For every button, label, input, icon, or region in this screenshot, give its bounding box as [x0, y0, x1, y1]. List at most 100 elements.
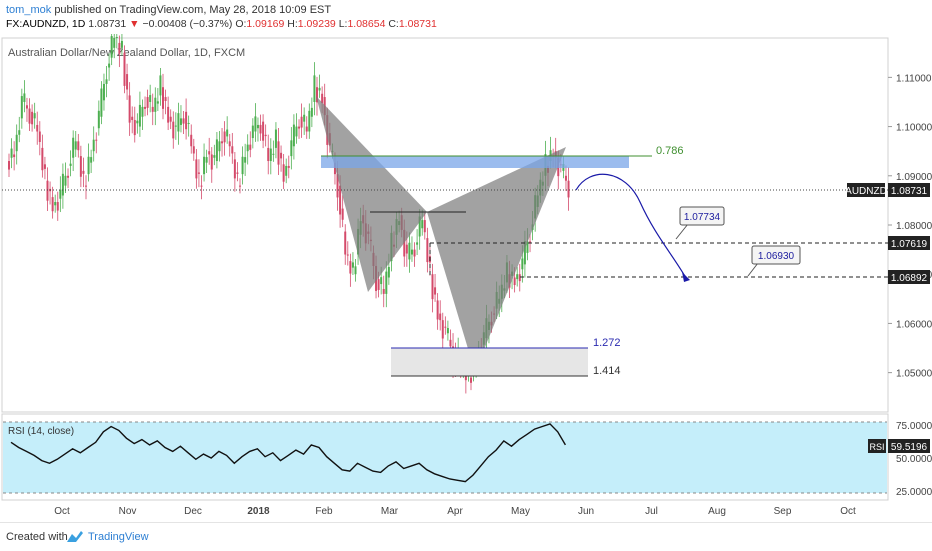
candle-body — [87, 156, 90, 175]
rsi-line — [10, 423, 567, 483]
publish-line: tom_mok published on TradingView.com, Ma… — [6, 4, 331, 16]
published-text: published on TradingView.com, May 28, 20… — [54, 4, 332, 16]
candle-body — [416, 242, 419, 245]
level-tag-2 — [888, 270, 930, 284]
candle-body — [521, 258, 524, 270]
callout-1-pointer — [675, 223, 689, 240]
candle-body — [339, 185, 342, 215]
rsi-tick-label: 75.0000 — [896, 421, 932, 432]
last-price-tag-text: 1.08731 — [891, 186, 928, 197]
created-with-text: Created with — [6, 531, 68, 543]
candle-body — [54, 202, 57, 206]
candle-body — [23, 93, 26, 102]
candle-body — [18, 130, 21, 135]
forecast-arrow-icon — [682, 272, 690, 282]
down-arrow-icon: ▼ — [129, 18, 140, 30]
candle-body — [305, 126, 308, 132]
candle-body — [131, 116, 134, 121]
ohlc-line: FX:AUDNZD, 1D 1.08731 ▼ −0.00408 (−0.37%… — [6, 18, 437, 30]
time-tick-label: Oct — [54, 506, 70, 517]
candle-body — [185, 111, 188, 130]
time-tick-label: Dec — [184, 506, 202, 517]
price-tick-label: 1.10000 — [896, 123, 932, 134]
candle-body — [351, 262, 354, 268]
candle-body — [118, 42, 121, 54]
close-label: C: — [388, 18, 399, 30]
candle-body — [28, 108, 31, 124]
level-tag-1-text: 1.07619 — [891, 239, 928, 250]
candle-body — [167, 106, 170, 123]
candle-body — [290, 140, 293, 157]
price-tick-label: 1.08000 — [896, 221, 932, 232]
candle-body — [187, 122, 190, 124]
candle-body — [38, 131, 41, 142]
candle-body — [564, 175, 567, 181]
time-tick-label: Mar — [381, 506, 399, 517]
candle-body — [172, 121, 175, 139]
close-value: 1.08731 — [398, 18, 437, 30]
candle-body — [251, 125, 254, 139]
candle-body — [405, 244, 408, 254]
time-axis: Oct Nov Dec 2018 Feb Mar Apr May Jun Jul Aug Sep Oct — [54, 506, 856, 517]
candle-body — [97, 110, 100, 129]
candle-body — [272, 153, 275, 155]
pattern-triangle-left — [316, 96, 427, 292]
candle-body — [56, 202, 59, 211]
candle-body — [321, 93, 324, 103]
rsi-tag-label-text: RSI — [869, 442, 884, 452]
candle-body — [31, 111, 34, 125]
candle-body — [197, 172, 200, 174]
candle-body — [164, 97, 167, 101]
candle-body — [228, 141, 231, 147]
candle-body — [136, 120, 139, 124]
candle-body — [41, 147, 44, 171]
open-label: O: — [235, 18, 247, 30]
price-chart[interactable]: Australian Dollar/New Zealand Dollar, 1D… — [0, 34, 932, 522]
candle-body — [277, 141, 280, 165]
footer: Created with TradingView — [0, 522, 932, 551]
candle-body — [8, 161, 10, 170]
candle-body — [133, 120, 136, 136]
candle-body — [444, 326, 447, 328]
time-tick-label: Jul — [645, 506, 658, 517]
candle-body — [138, 104, 141, 127]
candle-body — [141, 106, 144, 117]
candle-body — [100, 88, 103, 117]
candle-body — [177, 113, 180, 132]
candle-body — [267, 147, 270, 162]
candle-body — [382, 288, 385, 294]
candle-body — [226, 129, 229, 137]
fib-1272-label: 1.272 — [593, 337, 621, 349]
candle-body — [316, 87, 318, 103]
fib-0786-label: 0.786 — [656, 145, 684, 157]
tradingview-link[interactable]: TradingView — [88, 531, 149, 543]
candle-body — [231, 146, 234, 154]
candle-body — [169, 116, 172, 122]
candle-body — [285, 165, 288, 176]
candle-body — [274, 129, 277, 148]
candle-body — [120, 40, 123, 48]
candle-body — [61, 173, 64, 196]
candle-body — [295, 126, 298, 137]
time-tick-label: Apr — [447, 506, 463, 517]
candle-body — [470, 377, 472, 383]
candle-body — [33, 113, 36, 119]
candle-body — [308, 110, 311, 132]
candle-body — [46, 180, 49, 201]
low-value: 1.08654 — [347, 18, 386, 30]
price-tick-label: 1.05000 — [896, 369, 932, 380]
author-link[interactable]: tom_mok — [6, 4, 52, 16]
candle-body — [421, 220, 424, 229]
candle-body — [336, 174, 339, 198]
rsi-value-tag — [888, 439, 930, 453]
candle-body — [213, 155, 216, 158]
candle-body — [77, 141, 80, 151]
candle-body — [190, 134, 193, 147]
candle-body — [239, 185, 241, 187]
candle-body — [128, 95, 131, 123]
candle-body — [385, 271, 388, 294]
candle-body — [203, 156, 206, 175]
candle-body — [115, 37, 118, 39]
candle-body — [144, 106, 147, 109]
candle-body — [262, 121, 265, 141]
